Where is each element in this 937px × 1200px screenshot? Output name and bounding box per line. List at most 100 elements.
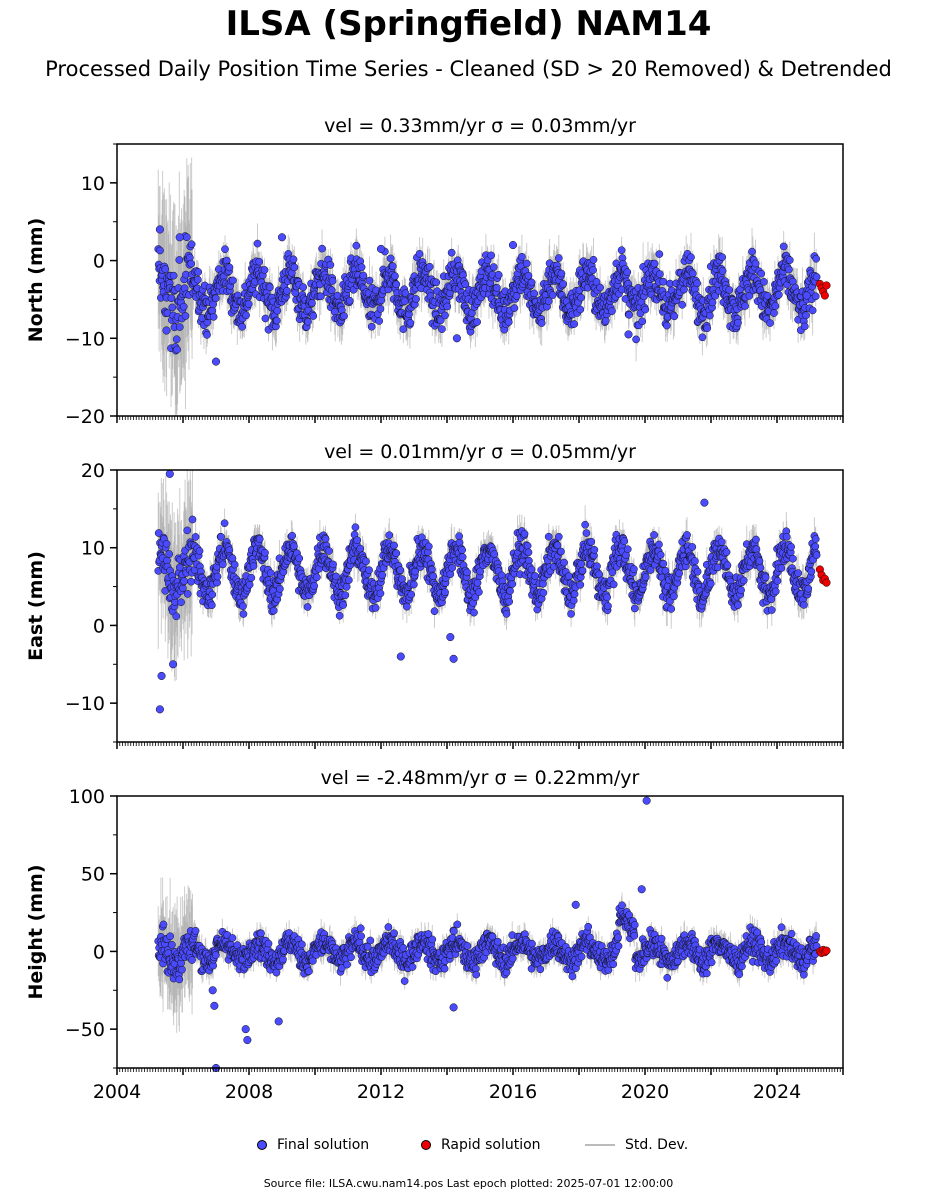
final-point <box>706 311 714 320</box>
final-point <box>391 272 399 280</box>
final-point <box>741 302 749 310</box>
chart-title: ILSA (Springfield) NAM14 <box>0 4 937 44</box>
final-point <box>304 317 312 326</box>
final-point <box>162 539 171 548</box>
final-point <box>708 298 717 307</box>
final-point <box>168 303 177 312</box>
final-point <box>277 233 287 242</box>
final-point <box>388 262 397 271</box>
final-point <box>211 294 220 303</box>
final-point <box>576 305 585 314</box>
final-point <box>548 291 557 299</box>
y-axis-label: North (mm) <box>25 218 47 343</box>
final-point <box>209 313 218 321</box>
final-point <box>272 316 281 325</box>
final-point <box>662 321 671 330</box>
final-point <box>734 318 742 327</box>
final-point <box>425 262 434 271</box>
final-solution-points <box>154 232 821 355</box>
final-point <box>161 265 170 273</box>
final-point <box>624 330 633 339</box>
final-point <box>316 292 325 301</box>
final-point <box>785 256 794 264</box>
final-point <box>180 577 189 585</box>
final-point <box>181 312 190 320</box>
final-point <box>220 519 229 528</box>
final-point <box>698 333 707 342</box>
final-point <box>345 296 354 305</box>
final-point <box>177 598 185 607</box>
final-point <box>260 266 269 274</box>
final-point <box>522 259 531 268</box>
final-point <box>596 283 604 292</box>
final-point <box>655 250 664 258</box>
final-point <box>589 255 598 264</box>
final-point <box>242 311 250 320</box>
final-point <box>527 278 536 287</box>
final-point <box>655 270 664 278</box>
final-point <box>187 240 196 249</box>
final-point <box>377 296 386 305</box>
final-point <box>156 246 164 255</box>
final-point <box>718 253 727 262</box>
final-point <box>265 283 274 292</box>
final-point <box>779 242 788 251</box>
final-point <box>165 550 174 558</box>
final-point <box>748 247 756 256</box>
final-point <box>308 299 316 307</box>
final-point <box>261 314 270 323</box>
final-point <box>183 526 192 535</box>
final-point <box>392 280 401 289</box>
final-point <box>194 268 203 276</box>
final-point <box>680 285 688 294</box>
final-point <box>557 269 566 278</box>
final-point <box>187 259 196 268</box>
final-point <box>211 357 221 366</box>
y-tick-label: 0 <box>93 251 105 273</box>
final-point <box>808 306 817 315</box>
final-point <box>217 533 225 541</box>
final-point <box>375 317 384 325</box>
y-tick-label: 10 <box>81 173 105 195</box>
final-point <box>718 267 727 275</box>
final-point <box>570 320 579 328</box>
final-point <box>554 254 563 262</box>
final-point <box>173 345 181 354</box>
final-point <box>559 280 568 288</box>
stddev-bars <box>157 470 818 682</box>
final-point <box>771 302 780 310</box>
final-point <box>365 276 374 285</box>
final-point <box>273 306 282 315</box>
final-point <box>172 335 181 344</box>
final-point <box>327 286 336 295</box>
final-point <box>438 325 446 333</box>
final-point <box>757 269 766 278</box>
final-point <box>678 300 687 309</box>
final-point <box>290 263 299 272</box>
final-point <box>229 276 237 285</box>
final-point <box>193 275 202 284</box>
final-point <box>802 311 810 320</box>
panel-title: vel = 0.33mm/yr σ = 0.03mm/yr <box>324 115 636 137</box>
final-point <box>289 255 298 264</box>
final-point <box>489 263 498 271</box>
final-point <box>452 334 461 343</box>
final-point <box>221 245 229 254</box>
final-point <box>357 263 366 272</box>
final-point <box>191 533 200 541</box>
final-point <box>487 251 496 260</box>
final-point <box>447 248 456 257</box>
final-point <box>650 259 659 268</box>
final-point <box>225 263 234 272</box>
final-point <box>802 291 811 300</box>
final-point <box>218 560 227 569</box>
final-point <box>330 308 339 316</box>
final-point <box>800 322 809 331</box>
final-point <box>774 290 783 299</box>
final-point <box>617 246 626 255</box>
final-point <box>494 270 503 279</box>
final-point <box>415 249 424 258</box>
final-point <box>399 325 408 334</box>
final-point <box>175 256 184 264</box>
